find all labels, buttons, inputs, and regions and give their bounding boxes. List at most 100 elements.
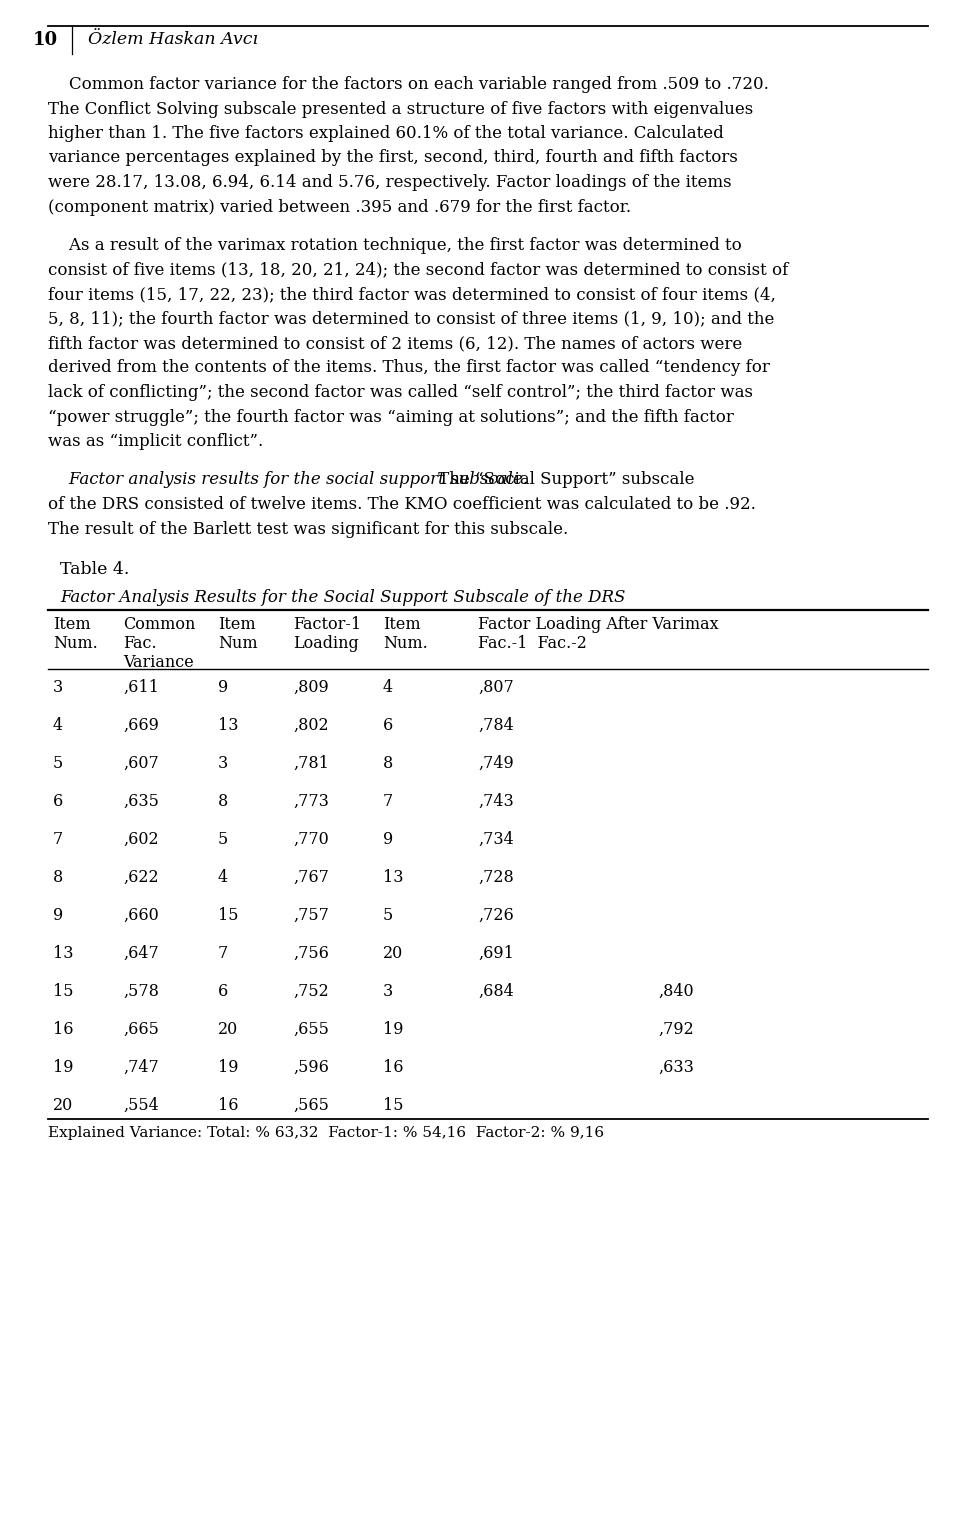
Text: 4: 4 (53, 717, 63, 733)
Text: ,770: ,770 (293, 831, 328, 848)
Text: 7: 7 (218, 945, 228, 961)
Text: 4: 4 (383, 680, 394, 697)
Text: 9: 9 (218, 680, 228, 697)
Text: ,773: ,773 (293, 793, 329, 810)
Text: ,743: ,743 (478, 793, 514, 810)
Text: 16: 16 (218, 1098, 238, 1115)
Text: was as “implicit conflict”.: was as “implicit conflict”. (48, 433, 263, 450)
Text: ,665: ,665 (123, 1021, 158, 1038)
Text: fifth factor was determined to consist of 2 items (6, 12). The names of actors w: fifth factor was determined to consist o… (48, 335, 742, 352)
Text: 5: 5 (218, 831, 228, 848)
Text: ,802: ,802 (293, 717, 328, 733)
Text: ,792: ,792 (658, 1021, 694, 1038)
Text: The Conflict Solving subscale presented a structure of five factors with eigenva: The Conflict Solving subscale presented … (48, 101, 754, 118)
Text: Factor Analysis Results for the Social Support Subscale of the DRS: Factor Analysis Results for the Social S… (60, 589, 625, 606)
Text: 19: 19 (53, 1059, 74, 1076)
Text: four items (15, 17, 22, 23); the third factor was determined to consist of four : four items (15, 17, 22, 23); the third f… (48, 286, 776, 303)
Text: ,757: ,757 (293, 906, 329, 925)
Text: ,756: ,756 (293, 945, 329, 961)
Text: The “Social Support” subscale: The “Social Support” subscale (433, 472, 695, 488)
Text: ,781: ,781 (293, 755, 329, 772)
Text: Common: Common (123, 615, 196, 632)
Text: 13: 13 (53, 945, 74, 961)
Text: higher than 1. The five factors explained 60.1% of the total variance. Calculate: higher than 1. The five factors explaine… (48, 126, 724, 142)
Text: of the DRS consisted of twelve items. The KMO coefficient was calculated to be .: of the DRS consisted of twelve items. Th… (48, 496, 756, 513)
Text: 8: 8 (383, 755, 394, 772)
Text: Item: Item (53, 615, 90, 632)
Text: Factor analysis results for the social support subscale.: Factor analysis results for the social s… (48, 472, 528, 488)
Text: 20: 20 (218, 1021, 238, 1038)
Text: ,607: ,607 (123, 755, 158, 772)
Text: 16: 16 (53, 1021, 74, 1038)
Text: ,647: ,647 (123, 945, 158, 961)
Text: derived from the contents of the items. Thus, the first factor was called “tende: derived from the contents of the items. … (48, 360, 770, 377)
Text: ,726: ,726 (478, 906, 514, 925)
Text: ,669: ,669 (123, 717, 158, 733)
Text: 10: 10 (33, 31, 59, 49)
Text: ,734: ,734 (478, 831, 514, 848)
Text: 8: 8 (53, 870, 63, 886)
Text: ,635: ,635 (123, 793, 158, 810)
Text: Table 4.: Table 4. (60, 560, 130, 579)
Text: ,596: ,596 (293, 1059, 329, 1076)
Text: ,578: ,578 (123, 983, 158, 1000)
Text: 13: 13 (383, 870, 403, 886)
Text: ,633: ,633 (658, 1059, 694, 1076)
Text: 6: 6 (53, 793, 63, 810)
Text: 15: 15 (383, 1098, 403, 1115)
Text: Loading: Loading (293, 635, 359, 652)
Text: Item: Item (218, 615, 255, 632)
Text: Num.: Num. (383, 635, 428, 652)
Text: 16: 16 (383, 1059, 403, 1076)
Text: ,554: ,554 (123, 1098, 158, 1115)
Text: ,660: ,660 (123, 906, 158, 925)
Text: ,655: ,655 (293, 1021, 329, 1038)
Text: 5, 8, 11); the fourth factor was determined to consist of three items (1, 9, 10): 5, 8, 11); the fourth factor was determi… (48, 311, 775, 328)
Text: 6: 6 (383, 717, 394, 733)
Text: Item: Item (383, 615, 420, 632)
Text: The result of the Barlett test was significant for this subscale.: The result of the Barlett test was signi… (48, 521, 568, 537)
Text: 7: 7 (383, 793, 394, 810)
Text: 9: 9 (383, 831, 394, 848)
Text: consist of five items (13, 18, 20, 21, 24); the second factor was determined to : consist of five items (13, 18, 20, 21, 2… (48, 262, 788, 279)
Text: 20: 20 (383, 945, 403, 961)
Text: Özlem Haskan Avcı: Özlem Haskan Avcı (88, 32, 258, 49)
Text: ,622: ,622 (123, 870, 158, 886)
Text: “power struggle”; the fourth factor was “aiming at solutions”; and the fifth fac: “power struggle”; the fourth factor was … (48, 409, 733, 426)
Text: were 28.17, 13.08, 6.94, 6.14 and 5.76, respectively. Factor loadings of the ite: were 28.17, 13.08, 6.94, 6.14 and 5.76, … (48, 175, 732, 191)
Text: 8: 8 (218, 793, 228, 810)
Text: 7: 7 (53, 831, 63, 848)
Text: 9: 9 (53, 906, 63, 925)
Text: 4: 4 (218, 870, 228, 886)
Text: 5: 5 (53, 755, 63, 772)
Text: 15: 15 (218, 906, 238, 925)
Text: Explained Variance: Total: % 63,32  Factor-1: % 54,16  Factor-2: % 9,16: Explained Variance: Total: % 63,32 Facto… (48, 1125, 604, 1141)
Text: Factor-1: Factor-1 (293, 615, 361, 632)
Text: ,752: ,752 (293, 983, 328, 1000)
Text: ,602: ,602 (123, 831, 158, 848)
Text: Common factor variance for the factors on each variable ranged from .509 to .720: Common factor variance for the factors o… (48, 77, 769, 93)
Text: (component matrix) varied between .395 and .679 for the first factor.: (component matrix) varied between .395 a… (48, 199, 631, 216)
Text: 19: 19 (218, 1059, 238, 1076)
Text: ,611: ,611 (123, 680, 158, 697)
Text: 3: 3 (383, 983, 394, 1000)
Text: Fac.: Fac. (123, 635, 156, 652)
Text: ,807: ,807 (478, 680, 514, 697)
Text: ,684: ,684 (478, 983, 514, 1000)
Text: 5: 5 (383, 906, 394, 925)
Text: 13: 13 (218, 717, 238, 733)
Text: 6: 6 (218, 983, 228, 1000)
Text: lack of conflicting”; the second factor was called “self control”; the third fac: lack of conflicting”; the second factor … (48, 384, 753, 401)
Text: 3: 3 (53, 680, 63, 697)
Text: Variance: Variance (123, 654, 194, 671)
Text: ,747: ,747 (123, 1059, 158, 1076)
Text: 15: 15 (53, 983, 74, 1000)
Text: ,767: ,767 (293, 870, 329, 886)
Text: ,840: ,840 (658, 983, 694, 1000)
Text: ,565: ,565 (293, 1098, 329, 1115)
Text: 19: 19 (383, 1021, 403, 1038)
Text: ,809: ,809 (293, 680, 328, 697)
Text: Num: Num (218, 635, 257, 652)
Text: ,728: ,728 (478, 870, 514, 886)
Text: 20: 20 (53, 1098, 73, 1115)
